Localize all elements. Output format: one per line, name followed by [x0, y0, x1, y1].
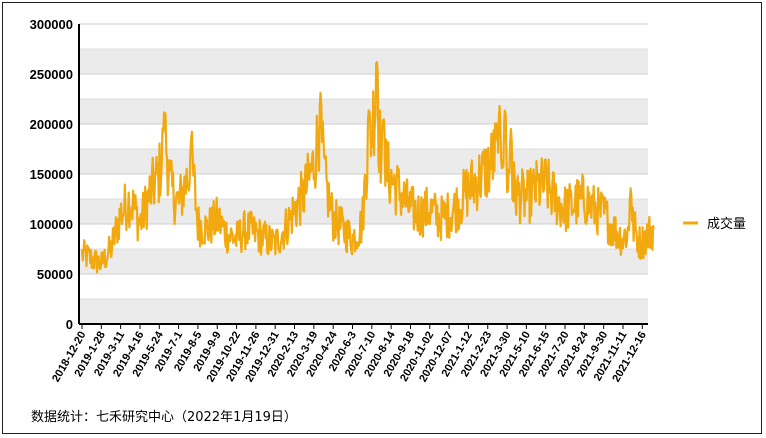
legend-label: 成交量: [707, 216, 746, 232]
chart-frame: 0 50000 100000 150000 200000 250000 300000 2018…: [2, 2, 762, 434]
grid-band: [79, 49, 648, 74]
grid-band: [79, 149, 648, 174]
y-tick-label: 300000: [30, 17, 73, 32]
y-tick-label: 150000: [30, 167, 73, 182]
grid-band: [79, 249, 648, 274]
y-tick-label: 100000: [30, 217, 73, 232]
grid-band: [79, 99, 648, 124]
y-tick-label: 200000: [30, 117, 73, 132]
series-line-成交量: [80, 61, 655, 274]
y-tick-label: 250000: [30, 67, 73, 82]
y-tick-label: 0: [66, 317, 73, 332]
y-tick-label: 50000: [37, 267, 73, 282]
source-note: 数据统计：七禾研究中心（2022年1月19日）: [31, 410, 297, 425]
grid-band: [79, 299, 648, 324]
line-chart: 0500001000001500002000002500003000002018…: [30, 17, 746, 384]
